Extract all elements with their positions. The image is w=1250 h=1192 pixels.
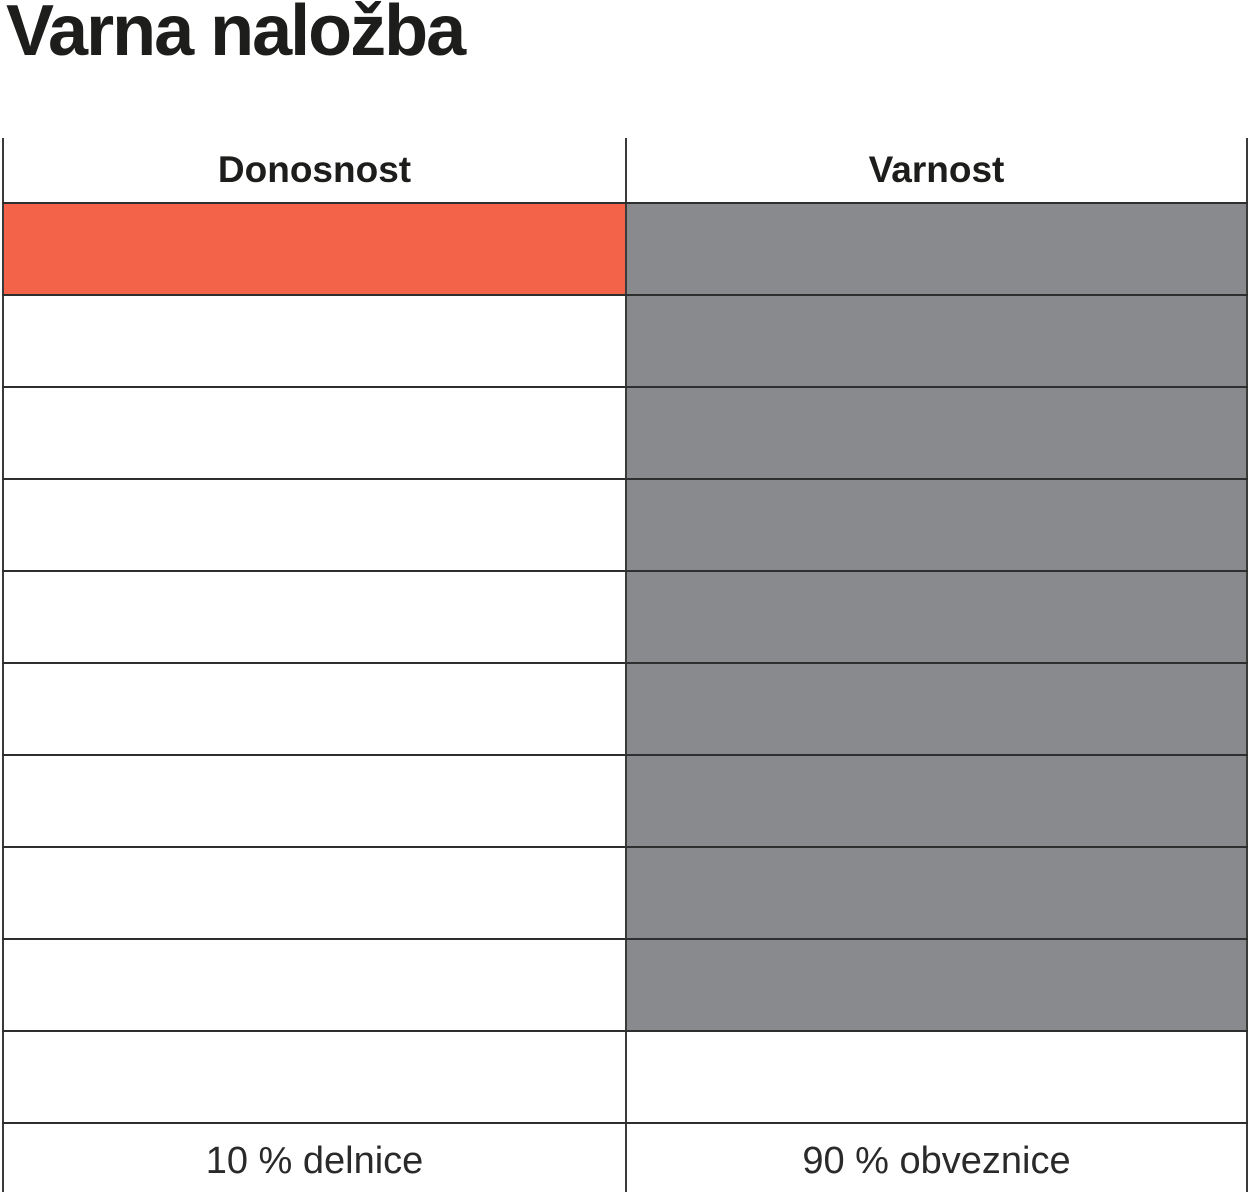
grid-cell-donosnost-empty bbox=[2, 572, 625, 662]
grid-cell-varnost-gray bbox=[625, 756, 1248, 846]
grid-cell-varnost-gray bbox=[625, 204, 1248, 294]
grid-cell-donosnost-empty bbox=[2, 756, 625, 846]
grid-cell-donosnost-empty bbox=[2, 1032, 625, 1122]
grid-body bbox=[2, 202, 1248, 1122]
table-footer-row: 10 % delnice 90 % obveznice bbox=[2, 1122, 1248, 1192]
footer-label-delnice: 10 % delnice bbox=[2, 1124, 625, 1192]
grid-cell-donosnost-empty bbox=[2, 480, 625, 570]
table-row bbox=[2, 754, 1248, 846]
table-row bbox=[2, 1030, 1248, 1122]
grid-cell-donosnost-empty bbox=[2, 296, 625, 386]
allocation-table: Donosnost Varnost 10 % delnice 90 % obve… bbox=[2, 138, 1248, 1192]
table-row bbox=[2, 386, 1248, 478]
grid-cell-varnost-gray bbox=[625, 664, 1248, 754]
table-header-row: Donosnost Varnost bbox=[2, 138, 1248, 202]
footer-label-obveznice: 90 % obveznice bbox=[625, 1124, 1248, 1192]
grid-cell-varnost-gray bbox=[625, 572, 1248, 662]
table-row bbox=[2, 938, 1248, 1030]
page-title: Varna naložba bbox=[6, 0, 466, 71]
table-row bbox=[2, 570, 1248, 662]
grid-cell-donosnost-empty bbox=[2, 664, 625, 754]
table-row bbox=[2, 478, 1248, 570]
grid-cell-varnost-gray bbox=[625, 480, 1248, 570]
column-header-donosnost: Donosnost bbox=[2, 138, 625, 202]
table-row bbox=[2, 202, 1248, 294]
column-header-varnost: Varnost bbox=[625, 138, 1248, 202]
table-row bbox=[2, 846, 1248, 938]
table-row bbox=[2, 662, 1248, 754]
grid-cell-donosnost-orange bbox=[2, 204, 625, 294]
grid-cell-varnost-gray bbox=[625, 940, 1248, 1030]
grid-cell-varnost-gray bbox=[625, 388, 1248, 478]
table-row bbox=[2, 294, 1248, 386]
grid-cell-varnost-gray bbox=[625, 848, 1248, 938]
grid-cell-donosnost-empty bbox=[2, 848, 625, 938]
grid-cell-donosnost-empty bbox=[2, 388, 625, 478]
grid-cell-varnost-empty bbox=[625, 1032, 1248, 1122]
grid-cell-varnost-gray bbox=[625, 296, 1248, 386]
grid-cell-donosnost-empty bbox=[2, 940, 625, 1030]
